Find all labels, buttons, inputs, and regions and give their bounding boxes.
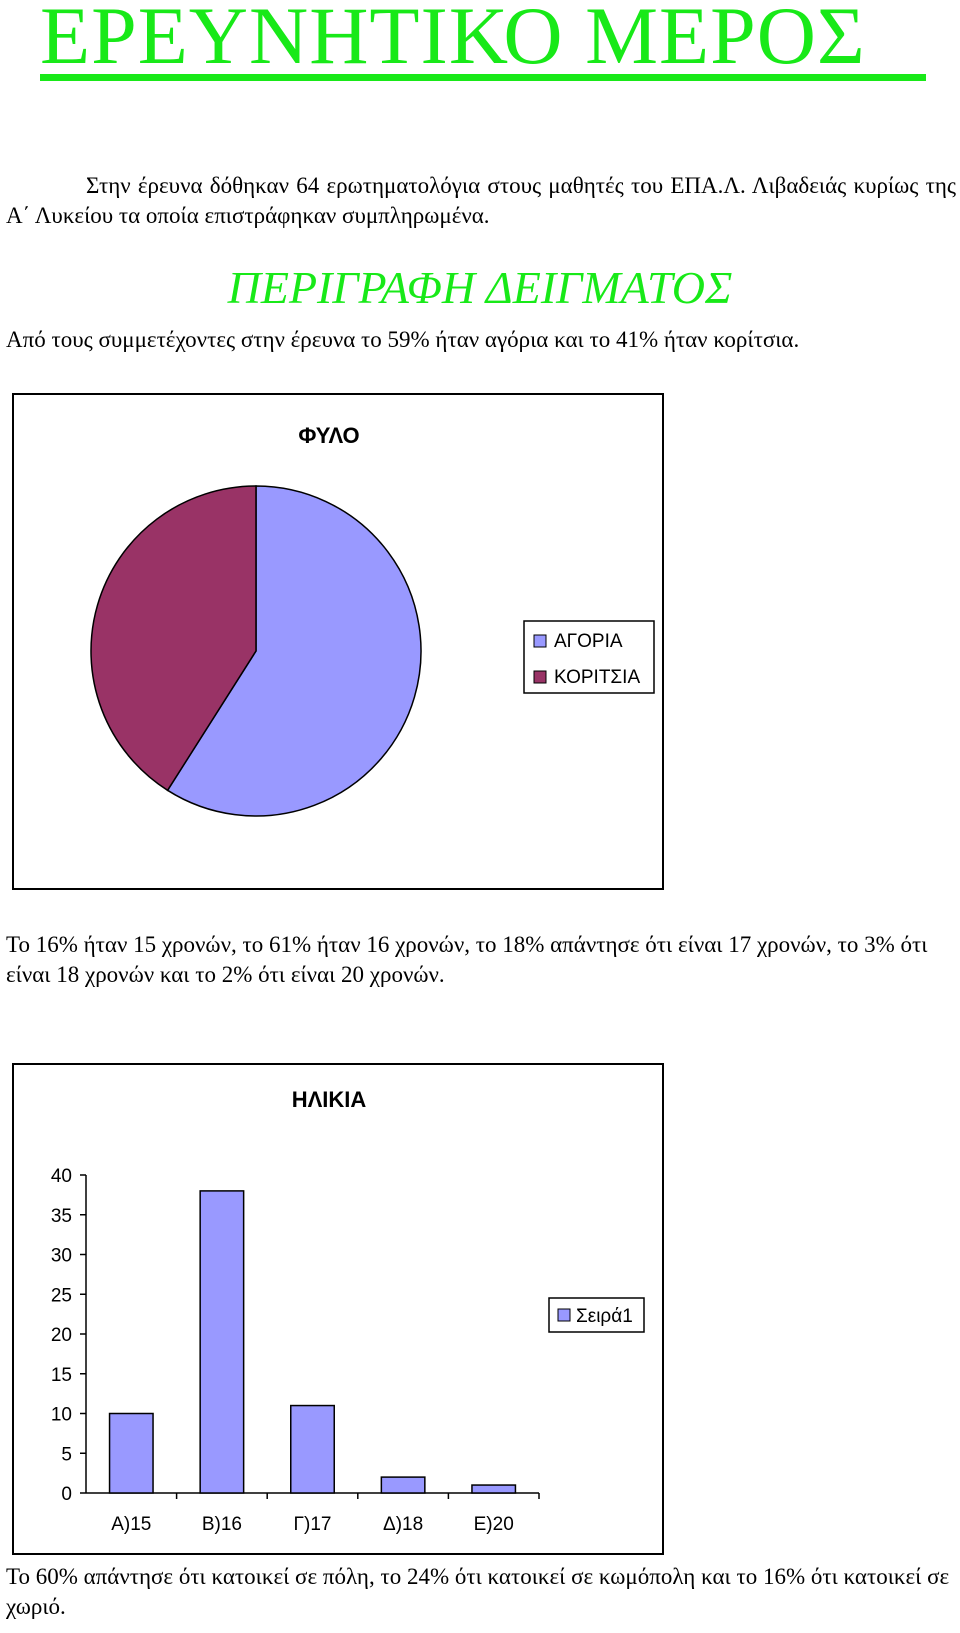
pie-legend-swatch-1 [533,634,547,648]
gender-paragraph: Από τους συμμετέχοντες στην έρευνα το 59… [6,327,800,352]
bar-chart-title: ΗΛΙΚΙΑ [292,1087,367,1112]
bar-y-tick-label: 30 [51,1246,72,1267]
bar-y-tick-label: 25 [51,1285,72,1306]
bar-y-tick-label: 0 [61,1484,72,1505]
bar-legend-box [548,1297,645,1333]
pie-chart-title: ΦΥΛΟ [298,423,359,448]
bar-x-tick-label: Α)15 [111,1514,151,1535]
bar-legend-swatch [557,1308,571,1322]
bar-2 [199,1190,245,1494]
bar-y-tick-label: 35 [51,1206,72,1227]
section-title: ΠΕΡΙΓΡΑΦΗ ΔΕΙΓΜΑΤΟΣ [227,262,733,313]
bar-chart-canvas: ΗΛΙΚΙΑ 0 5 10 15 20 25 30 35 40 Α)15 Β)16 Γ)17 Δ)18 Ε… [51,1087,645,1535]
pie-legend-label-1: ΑΓΟΡΙΑ [554,631,623,652]
pie-slice-1 [166,485,422,817]
bar-y-tick-label: 40 [51,1166,72,1187]
bar-legend-label: Σειρά1 [576,1306,633,1327]
pie-legend: ΑΓΟΡΙΑ ΚΟΡΙΤΣΙΑ [523,620,655,694]
pie-chart-canvas: ΦΥΛΟ ΑΓΟΡΙΑ ΚΟΡΙΤΣΙΑ [90,423,655,817]
bar-x-tick-label: Β)16 [202,1514,242,1535]
bar-y-tick-label: 15 [51,1365,72,1386]
bar-x-tick-label: Ε)20 [474,1514,514,1535]
bar-5 [471,1484,517,1494]
page-title: ΕΡΕΥΝΗΤΙΚΟ ΜΕΡΟΣ [40,0,866,81]
bar-x-tick-label: Δ)18 [383,1514,423,1535]
pie-legend-swatch-2 [533,670,547,684]
title-underline [40,74,926,81]
bar-3 [290,1404,335,1494]
pie-slice-2 [90,485,257,792]
gender-pie-chart: ΦΥΛΟ ΑΓΟΡΙΑ ΚΟΡΙΤΣΙΑ [12,393,664,890]
intro-paragraph: Στην έρευνα δόθηκαν 64 ερωτηματολόγια στ… [6,173,956,228]
bar-4 [380,1476,426,1494]
bar-y-tick-label: 20 [51,1325,72,1346]
age-paragraph: Το 16% ήταν 15 χρονών, το 61% ήταν 16 χρ… [6,932,928,987]
bar-y-tick-label: 5 [61,1444,72,1465]
bar-1 [108,1412,154,1494]
pie-legend-label-2: ΚΟΡΙΤΣΙΑ [554,667,640,688]
bar-y-tick-label: 10 [51,1405,72,1426]
residence-paragraph: Το 60% απάντησε ότι κατοικεί σε πόλη, το… [6,1564,950,1619]
bar-legend: Σειρά1 [548,1297,645,1333]
age-bar-chart: ΗΛΙΚΙΑ 0 5 10 15 20 25 30 35 40 Α)15 Β)16 Γ)17 Δ)18 Ε… [12,1063,664,1555]
bar-x-tick-label: Γ)17 [294,1514,332,1535]
